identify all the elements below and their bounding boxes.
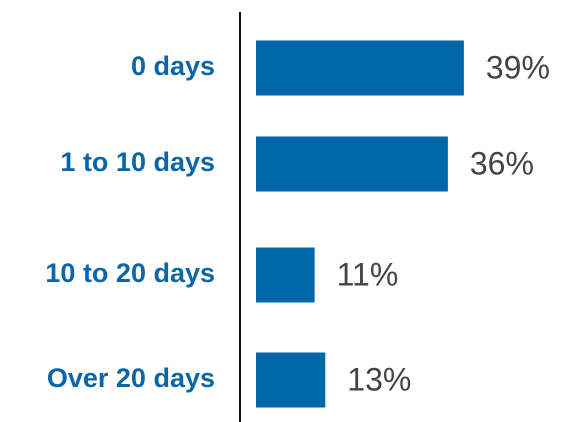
value-label: 36% xyxy=(470,145,534,181)
bar xyxy=(256,352,326,408)
category-label: Over 20 days xyxy=(47,363,215,393)
value-label: 39% xyxy=(486,49,550,85)
value-label: 13% xyxy=(347,361,411,397)
category-label: 10 to 20 days xyxy=(45,258,215,288)
bar xyxy=(256,40,464,96)
bar xyxy=(256,136,448,192)
category-label: 0 days xyxy=(131,51,215,81)
value-label: 11% xyxy=(337,256,399,292)
category-label: 1 to 10 days xyxy=(60,147,215,177)
bar xyxy=(256,247,315,303)
